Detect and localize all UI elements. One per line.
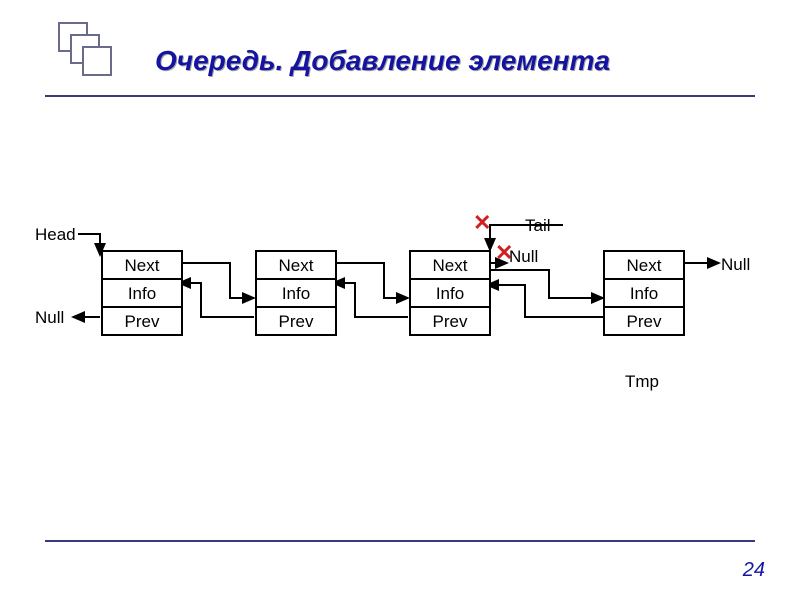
arrow [78, 234, 100, 255]
arrow [179, 263, 254, 298]
node-field: Prev [605, 308, 683, 334]
logo-square [82, 46, 112, 76]
arrow [333, 283, 408, 317]
divider-top [45, 95, 755, 97]
node-field: Info [103, 280, 181, 308]
node-field: Info [411, 280, 489, 308]
queue-diagram: NextInfoPrevNextInfoPrevNextInfoPrevNext… [25, 210, 760, 410]
list-node: NextInfoPrev [603, 250, 685, 336]
list-node: NextInfoPrev [255, 250, 337, 336]
node-field: Info [257, 280, 335, 308]
node-field: Prev [103, 308, 181, 334]
diagram-label: Null [35, 308, 64, 328]
node-field: Info [605, 280, 683, 308]
node-field: Next [605, 252, 683, 280]
diagram-label: Tmp [625, 372, 659, 392]
node-field: Next [103, 252, 181, 280]
node-field: Prev [257, 308, 335, 334]
x-mark: ✕ [495, 240, 513, 266]
page-number: 24 [743, 559, 765, 582]
diagram-label: Null [721, 255, 750, 275]
node-field: Prev [411, 308, 489, 334]
slide-title: Очередь. Добавление элемента [155, 45, 610, 77]
list-node: NextInfoPrev [409, 250, 491, 336]
diagram-label: Head [35, 225, 76, 245]
node-field: Next [411, 252, 489, 280]
divider-bottom [45, 540, 755, 542]
arrow [487, 285, 603, 317]
x-mark: ✕ [473, 210, 491, 236]
list-node: NextInfoPrev [101, 250, 183, 336]
diagram-label: Tail [525, 216, 551, 236]
arrow [333, 263, 408, 298]
arrow [179, 283, 254, 317]
node-field: Next [257, 252, 335, 280]
